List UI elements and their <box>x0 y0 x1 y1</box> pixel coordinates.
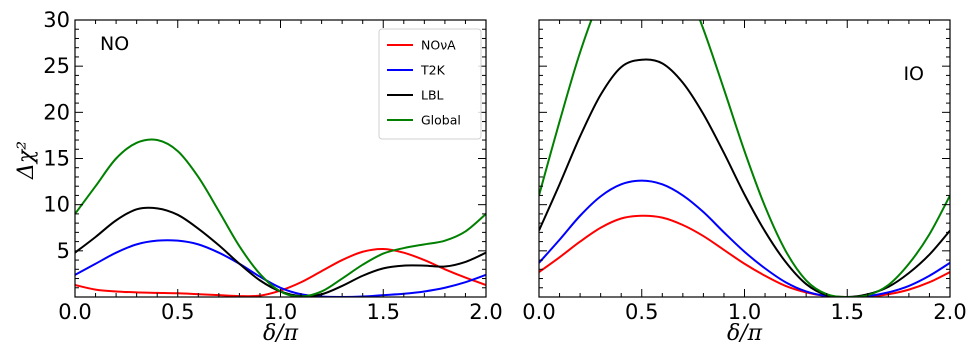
x-tick-label: 1.5 <box>367 300 400 324</box>
x-tick-label: 2.0 <box>469 300 502 324</box>
x-tick-label: 2.0 <box>933 300 966 324</box>
legend-label-lbl: LBL <box>421 88 444 103</box>
y-tick-label: 15 <box>43 147 70 171</box>
x-tick-label: 1.0 <box>264 300 297 324</box>
plot-area <box>539 20 950 297</box>
plot-area <box>75 138 486 297</box>
series-line-t2k <box>539 179 950 297</box>
x-tick-label: 0.0 <box>58 300 91 324</box>
y-axis-label: Δχ² <box>14 141 39 180</box>
legend-frame <box>378 28 482 140</box>
x-axis-label: δ/π <box>263 321 299 346</box>
legend: NOνA T2K LBL Global <box>378 28 482 140</box>
series-line-lbl <box>539 58 950 297</box>
series-line-no-a <box>539 214 950 297</box>
y-tick-label: 10 <box>43 193 70 217</box>
x-tick-label: 1.5 <box>831 300 864 324</box>
axes-frame <box>538 19 951 298</box>
x-axis-label: δ/π <box>727 321 763 346</box>
y-tick-label: 30 <box>43 8 70 32</box>
series-line-t2k <box>75 239 486 297</box>
panel-no: 0.0 0.5 1.0 1.5 2.0 5 10 15 20 25 30 δ/π NO <box>43 8 502 346</box>
legend-label-global: Global <box>421 113 461 128</box>
panel-io: 0.0 0.5 1.0 1.5 2.0 δ/π IO <box>522 19 967 346</box>
panel-label: NO <box>100 33 129 55</box>
series-line-global <box>539 20 950 297</box>
y-tick-label: 25 <box>43 54 70 78</box>
y-tick-label: 20 <box>43 100 70 124</box>
legend-label-t2k: T2K <box>420 63 446 78</box>
y-tick-label: 5 <box>57 239 70 263</box>
series-line-lbl <box>75 206 486 297</box>
panel-label: IO <box>903 63 924 85</box>
x-tick-label: 1.0 <box>728 300 761 324</box>
legend-label-no-a: NOνA <box>421 38 456 53</box>
x-tick-label: 0.5 <box>161 300 194 324</box>
x-tick-label: 0.0 <box>522 300 555 324</box>
series-line-global <box>75 138 486 297</box>
x-tick-label: 0.5 <box>625 300 658 324</box>
